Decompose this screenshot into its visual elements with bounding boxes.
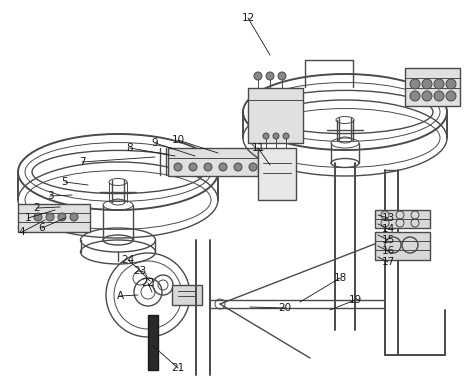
Circle shape (422, 91, 432, 101)
Circle shape (278, 72, 286, 80)
Circle shape (46, 213, 54, 221)
Text: 19: 19 (348, 295, 361, 305)
Circle shape (410, 91, 420, 101)
Text: 12: 12 (242, 13, 255, 23)
Bar (172, 285, 202, 305)
Text: 5: 5 (62, 177, 68, 187)
Bar (375, 232, 430, 260)
Circle shape (263, 133, 269, 139)
Bar (375, 210, 430, 228)
Bar (405, 68, 460, 106)
Text: 21: 21 (172, 363, 185, 373)
Circle shape (434, 91, 444, 101)
Text: 6: 6 (39, 223, 45, 233)
Text: 10: 10 (172, 135, 185, 145)
Text: 9: 9 (152, 138, 158, 148)
Text: 2: 2 (34, 203, 40, 213)
Text: 18: 18 (333, 273, 347, 283)
Circle shape (189, 163, 197, 171)
Circle shape (422, 79, 432, 89)
Circle shape (219, 163, 227, 171)
Text: 15: 15 (381, 235, 395, 245)
Circle shape (58, 213, 66, 221)
Circle shape (254, 72, 262, 80)
Circle shape (234, 163, 242, 171)
Bar (18, 204, 90, 232)
Circle shape (283, 133, 289, 139)
Text: 1: 1 (25, 213, 31, 223)
Text: 8: 8 (127, 143, 133, 153)
Text: 7: 7 (78, 157, 86, 167)
Text: 4: 4 (19, 227, 25, 237)
Circle shape (204, 163, 212, 171)
Circle shape (410, 79, 420, 89)
Text: 17: 17 (381, 257, 395, 267)
Bar (148, 315, 158, 370)
Circle shape (446, 79, 456, 89)
Text: A: A (117, 291, 124, 301)
Circle shape (70, 213, 78, 221)
Bar (168, 148, 258, 176)
Text: 24: 24 (121, 255, 134, 265)
Text: 20: 20 (278, 303, 291, 313)
Text: 22: 22 (141, 278, 155, 288)
Circle shape (434, 79, 444, 89)
Bar (248, 88, 303, 143)
Circle shape (249, 163, 257, 171)
Circle shape (174, 163, 182, 171)
Text: 23: 23 (133, 266, 147, 276)
Text: 11: 11 (251, 143, 265, 153)
Circle shape (34, 213, 42, 221)
Text: 3: 3 (47, 191, 53, 201)
Text: 13: 13 (381, 213, 395, 223)
Circle shape (266, 72, 274, 80)
Bar (258, 148, 296, 200)
Circle shape (273, 133, 279, 139)
Text: 14: 14 (381, 224, 395, 234)
Circle shape (446, 91, 456, 101)
Text: 16: 16 (381, 246, 395, 256)
